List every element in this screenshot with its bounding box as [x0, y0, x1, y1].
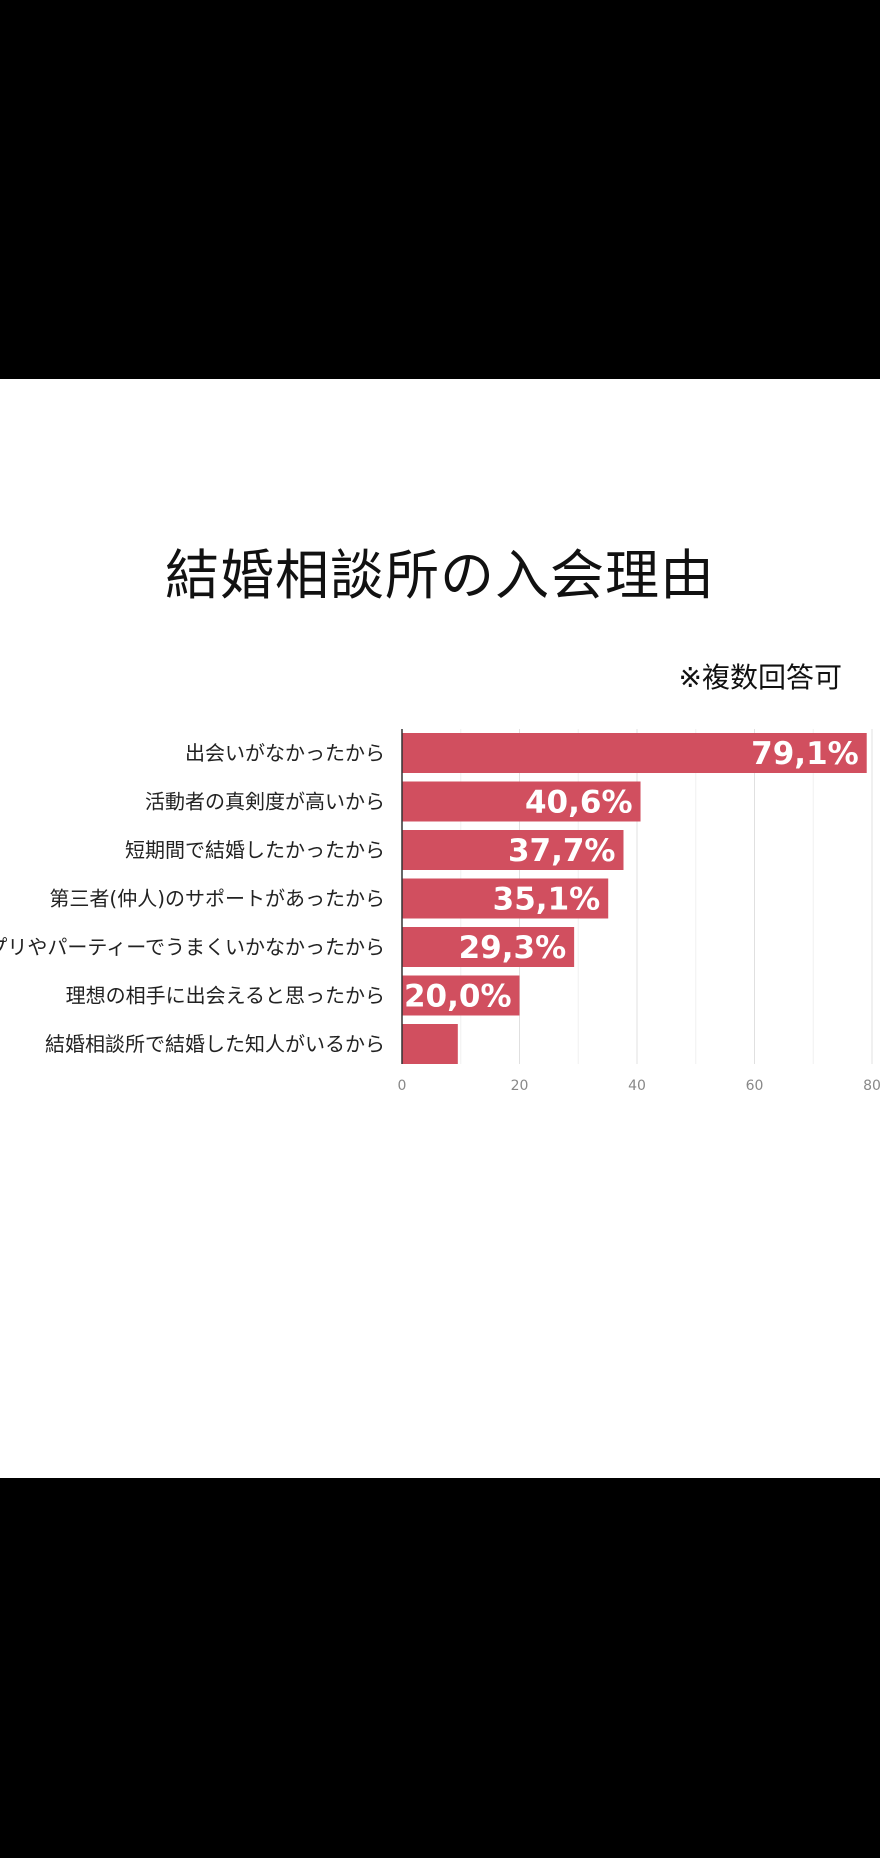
- category-label: アプリやパーティーでうまくいかなかったから: [0, 935, 385, 959]
- x-tick-label: 60: [746, 1078, 764, 1094]
- x-tick-label: 40: [628, 1078, 646, 1094]
- category-label: 第三者(仲人)のサポートがあったから: [49, 887, 385, 911]
- bar: [402, 1024, 458, 1064]
- chart-title: 結婚相談所の入会理由: [165, 544, 715, 607]
- data-label: 37,7%: [508, 833, 616, 869]
- bar: [402, 733, 867, 773]
- chart-note: ※複数回答可: [678, 661, 842, 694]
- bar-chart: 出会いがなかったから 79,1% 活動者の真剣度が高いから 40,6% 短期間で結婚した…: [0, 729, 880, 1094]
- x-tick-label: 0: [398, 1078, 407, 1094]
- data-label: 40,6%: [525, 785, 633, 821]
- bar: [402, 878, 609, 919]
- category-label: 活動者の真剣度が高いから: [145, 790, 385, 814]
- category-label: 短期間で結婚したかったから: [125, 838, 385, 862]
- data-label: 20,0%: [404, 979, 512, 1015]
- bar: [402, 975, 520, 1016]
- data-label: 29,3%: [459, 930, 567, 966]
- bar: [402, 927, 575, 967]
- category-label: 理想の相手に出会えると思ったから: [66, 984, 385, 1008]
- data-label: 35,1%: [493, 882, 601, 918]
- chart-panel: 結婚相談所の入会理由 ※複数回答可 出会いがなかったから 79,1% 活動者の真剣度…: [0, 379, 880, 1478]
- x-tick-label: 80: [863, 1078, 880, 1094]
- category-label: 結婚相談所で結婚した知人がいるから: [45, 1032, 385, 1056]
- x-tick-label: 20: [511, 1078, 529, 1094]
- data-label: 79,1%: [751, 736, 859, 772]
- bar: [402, 830, 624, 870]
- category-label: 出会いがなかったから: [185, 741, 385, 765]
- bar: [402, 781, 641, 822]
